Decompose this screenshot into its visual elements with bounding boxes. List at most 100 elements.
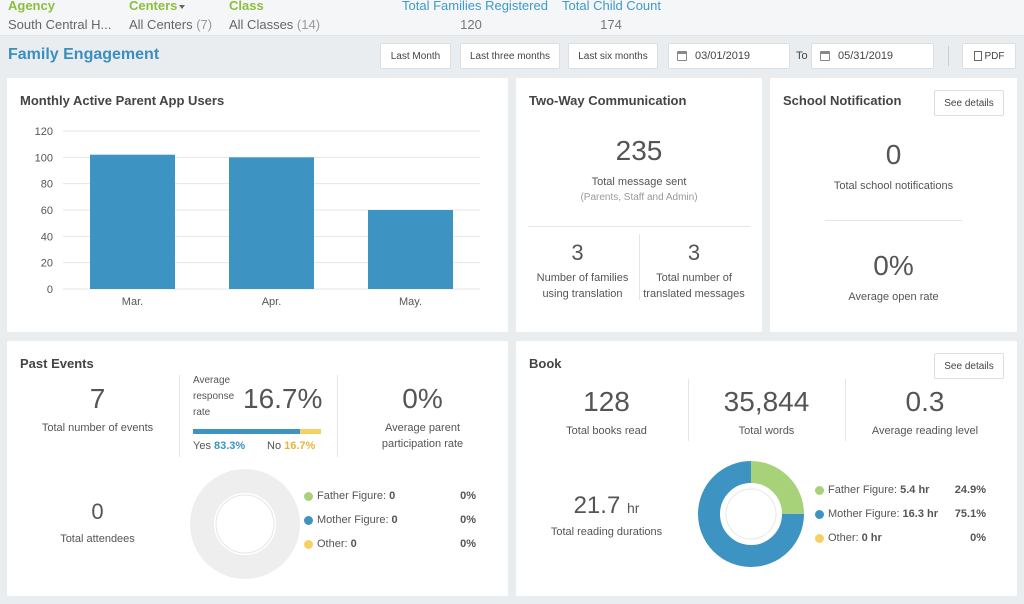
total-words-label: Total words (738, 425, 795, 437)
book-title: Book (529, 356, 562, 371)
participation-rate-value: 0% (402, 383, 443, 414)
total-children-label: Total Child Count (562, 0, 661, 13)
response-rate-label-1: Average (193, 375, 231, 386)
families-translation-label-1: Number of families (536, 272, 629, 284)
last-month-button[interactable]: Last Month (380, 43, 451, 69)
app-users-title: Monthly Active Parent App Users (20, 93, 225, 108)
y-tick-label: 100 (35, 152, 53, 164)
legend-percent: 75.1% (954, 508, 986, 520)
school-notification-card: School Notification See details 0 Total … (770, 78, 1017, 332)
legend-value: 0 (391, 514, 398, 526)
divider (688, 379, 689, 441)
attendees-donut-hole (215, 494, 275, 554)
agency-value[interactable]: South Central H... (8, 17, 112, 32)
pdf-button[interactable]: PDF (962, 43, 1016, 69)
yes-response: Yes 83.3% (193, 440, 246, 452)
bar[interactable] (368, 210, 453, 289)
school-notification-title: School Notification (783, 93, 902, 108)
donut-inner-ring (725, 488, 777, 540)
book-see-details-button[interactable]: See details (934, 353, 1004, 379)
end-date-input[interactable]: 05/31/2019 (811, 43, 934, 69)
legend-item: Mother Figure: 0 (304, 514, 398, 526)
divider (179, 375, 180, 457)
y-tick-label: 80 (41, 179, 53, 191)
bar[interactable] (90, 154, 175, 289)
pdf-icon (973, 51, 982, 61)
school-see-details-button[interactable]: See details (934, 90, 1004, 116)
response-rate-bar (193, 429, 321, 434)
total-words-value: 35,844 (723, 386, 810, 417)
legend-percent: 24.9% (954, 484, 986, 496)
response-rate-value: 16.7% (243, 383, 323, 414)
total-children-stat: Total Child Count 174 (562, 0, 661, 33)
divider (639, 234, 640, 300)
translated-messages-value: 3 (687, 240, 701, 265)
two-way-card: Two-Way Communication 235 Total message … (516, 78, 762, 332)
legend-dot (815, 533, 824, 543)
class-count: (14) (296, 17, 321, 32)
calendar-icon (677, 51, 687, 61)
donut-hole (722, 485, 780, 543)
last-six-months-button[interactable]: Last six months (568, 43, 658, 69)
total-events-value: 7 (89, 383, 106, 414)
response-rate-label-2: response (193, 391, 235, 402)
class-filter[interactable]: Class All Classes (14) (229, 0, 320, 33)
y-tick-label: 0 (47, 284, 53, 296)
divider (825, 220, 962, 221)
reading-donut-chart (698, 461, 804, 567)
chevron-down-icon (179, 4, 186, 9)
attendees-donut-ring (190, 469, 300, 579)
families-translation-value: 3 (571, 240, 584, 265)
class-label: Class (229, 0, 264, 13)
bar[interactable] (229, 157, 314, 289)
centers-label[interactable]: Centers (129, 0, 212, 14)
page-title: Family Engagement (8, 46, 160, 63)
app-users-bar-chart: 0 20 40 60 80 100 120 Mar. Apr. May. (35, 126, 480, 308)
class-value[interactable]: All Classes (14) (229, 17, 321, 32)
start-date-input[interactable]: 03/01/2019 (668, 43, 790, 69)
total-messages-sublabel: (Parents, Staff and Admin) (580, 192, 698, 203)
response-rate-bar-yes (193, 429, 300, 434)
open-rate-value: 0% (873, 250, 914, 281)
legend-label: Mother Figure: (317, 514, 389, 526)
participation-rate-label-1: Average parent (384, 422, 461, 434)
legend-dot (304, 515, 313, 525)
centers-count: (7) (196, 17, 213, 32)
legend-percent: 0% (970, 532, 986, 544)
app-users-card: Monthly Active Parent App Users 0 20 40 60 8… (7, 78, 508, 332)
start-date-value: 03/01/2019 (695, 50, 751, 62)
total-messages-value: 235 (615, 135, 663, 166)
past-events-card: Past Events 7 Total number of events Ave… (7, 341, 508, 596)
legend-label: Other: (828, 532, 859, 544)
donut-slice[interactable] (698, 461, 804, 567)
book-card: Book See details 128 Total books read 35… (516, 341, 1017, 596)
centers-filter[interactable]: Centers All Centers (7) (129, 0, 212, 33)
legend-item: Other: 0 (304, 538, 357, 550)
past-events-title: Past Events (20, 356, 94, 371)
open-rate-label: Average open rate (848, 291, 939, 303)
x-tick-label: Mar. (122, 296, 143, 308)
y-tick-label: 60 (41, 205, 53, 217)
total-attendees-value: 0 (91, 499, 104, 524)
school-notifications-label: Total school notifications (833, 180, 954, 192)
reading-duration-value: 21.7 hr (573, 492, 640, 519)
legend-dot (304, 491, 313, 501)
families-translation-label-2: using translation (542, 288, 623, 300)
total-messages-label: Total message sent (591, 176, 687, 188)
centers-value[interactable]: All Centers (7) (129, 17, 213, 32)
legend-percent: 0% (460, 538, 476, 550)
legend-dot (815, 509, 824, 519)
books-read-label: Total books read (566, 425, 647, 437)
legend-value: 0 hr (861, 532, 882, 544)
y-tick-label: 120 (35, 126, 53, 138)
agency-filter[interactable]: Agency South Central H... (8, 0, 111, 33)
translated-messages-label-1: Total number of (656, 272, 732, 284)
total-children-value: 174 (600, 17, 622, 32)
attendees-donut-chart (190, 469, 300, 579)
y-tick-label: 40 (41, 231, 53, 243)
no-response: No 16.7% (267, 440, 316, 452)
last-three-months-button[interactable]: Last three months (460, 43, 560, 69)
legend-label: Other: (317, 538, 348, 550)
reading-level-value: 0.3 (905, 386, 945, 417)
legend-dot (304, 539, 313, 549)
